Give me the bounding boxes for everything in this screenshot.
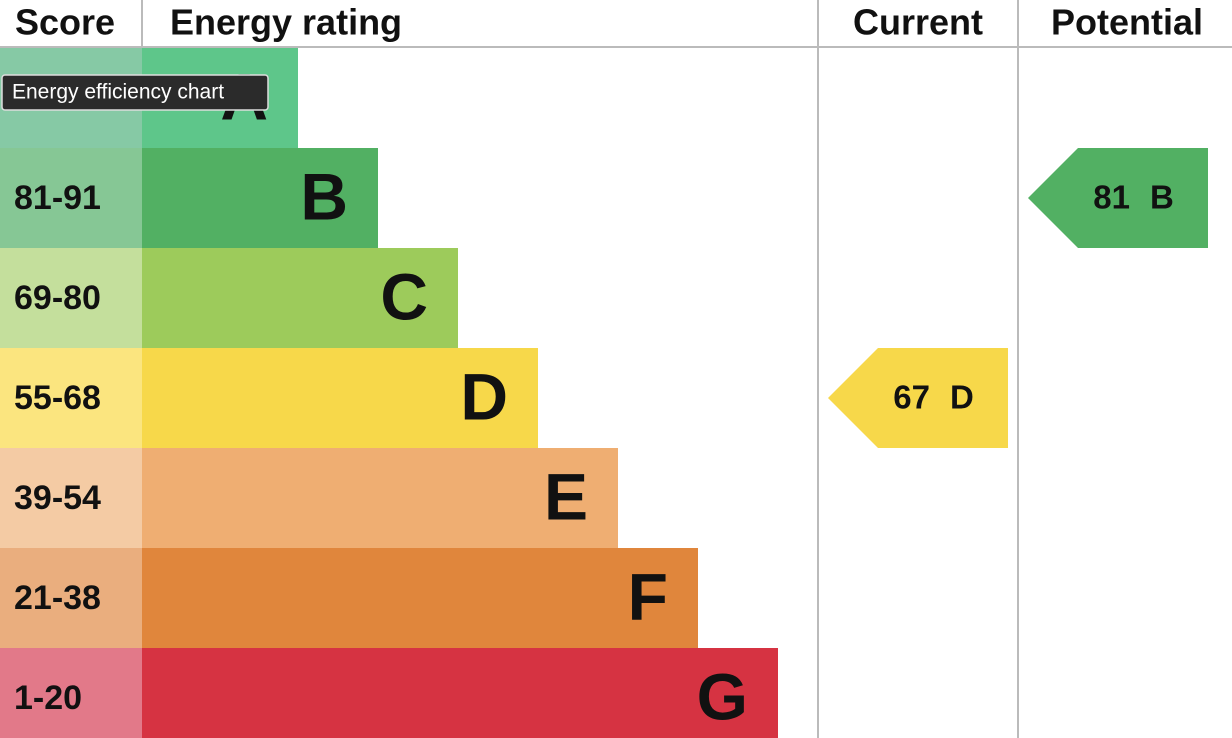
header-current: Current	[853, 2, 983, 43]
score-cell	[0, 248, 142, 348]
tooltip	[1, 74, 269, 111]
score-cell	[0, 448, 142, 548]
rating-bar	[142, 448, 618, 548]
rating-letter: B	[300, 159, 348, 233]
rating-bar	[142, 148, 378, 248]
score-range: 1-20	[14, 679, 82, 717]
tooltip-text: Energy efficiency chart	[12, 81, 224, 104]
score-range: 69-80	[14, 279, 101, 317]
rating-letter: G	[697, 659, 748, 733]
potential-arrow	[1028, 148, 1208, 248]
potential-score: 81	[1093, 179, 1130, 216]
potential-rating: B	[1150, 179, 1174, 216]
current-score: 67	[893, 379, 930, 416]
score-cell	[0, 648, 142, 738]
rating-bar	[142, 548, 698, 648]
score-cell	[0, 348, 142, 448]
rating-bar	[142, 348, 538, 448]
rating-letter: C	[380, 259, 428, 333]
rating-letter: D	[460, 359, 508, 433]
current-arrow	[828, 348, 1008, 448]
current-rating: D	[950, 379, 974, 416]
header-potential: Potential	[1051, 2, 1203, 43]
score-range: 55-68	[14, 379, 101, 417]
score-cell	[0, 548, 142, 648]
rating-bar	[142, 248, 458, 348]
rating-letter: E	[544, 459, 588, 533]
header-score: Score	[15, 2, 115, 43]
rating-letter: F	[628, 559, 668, 633]
score-cell	[0, 148, 142, 248]
score-range: 39-54	[14, 479, 101, 517]
score-range: 81-91	[14, 179, 101, 217]
header-energy-rating: Energy rating	[170, 2, 402, 43]
score-range: 21-38	[14, 579, 101, 617]
rating-bar	[142, 648, 778, 738]
